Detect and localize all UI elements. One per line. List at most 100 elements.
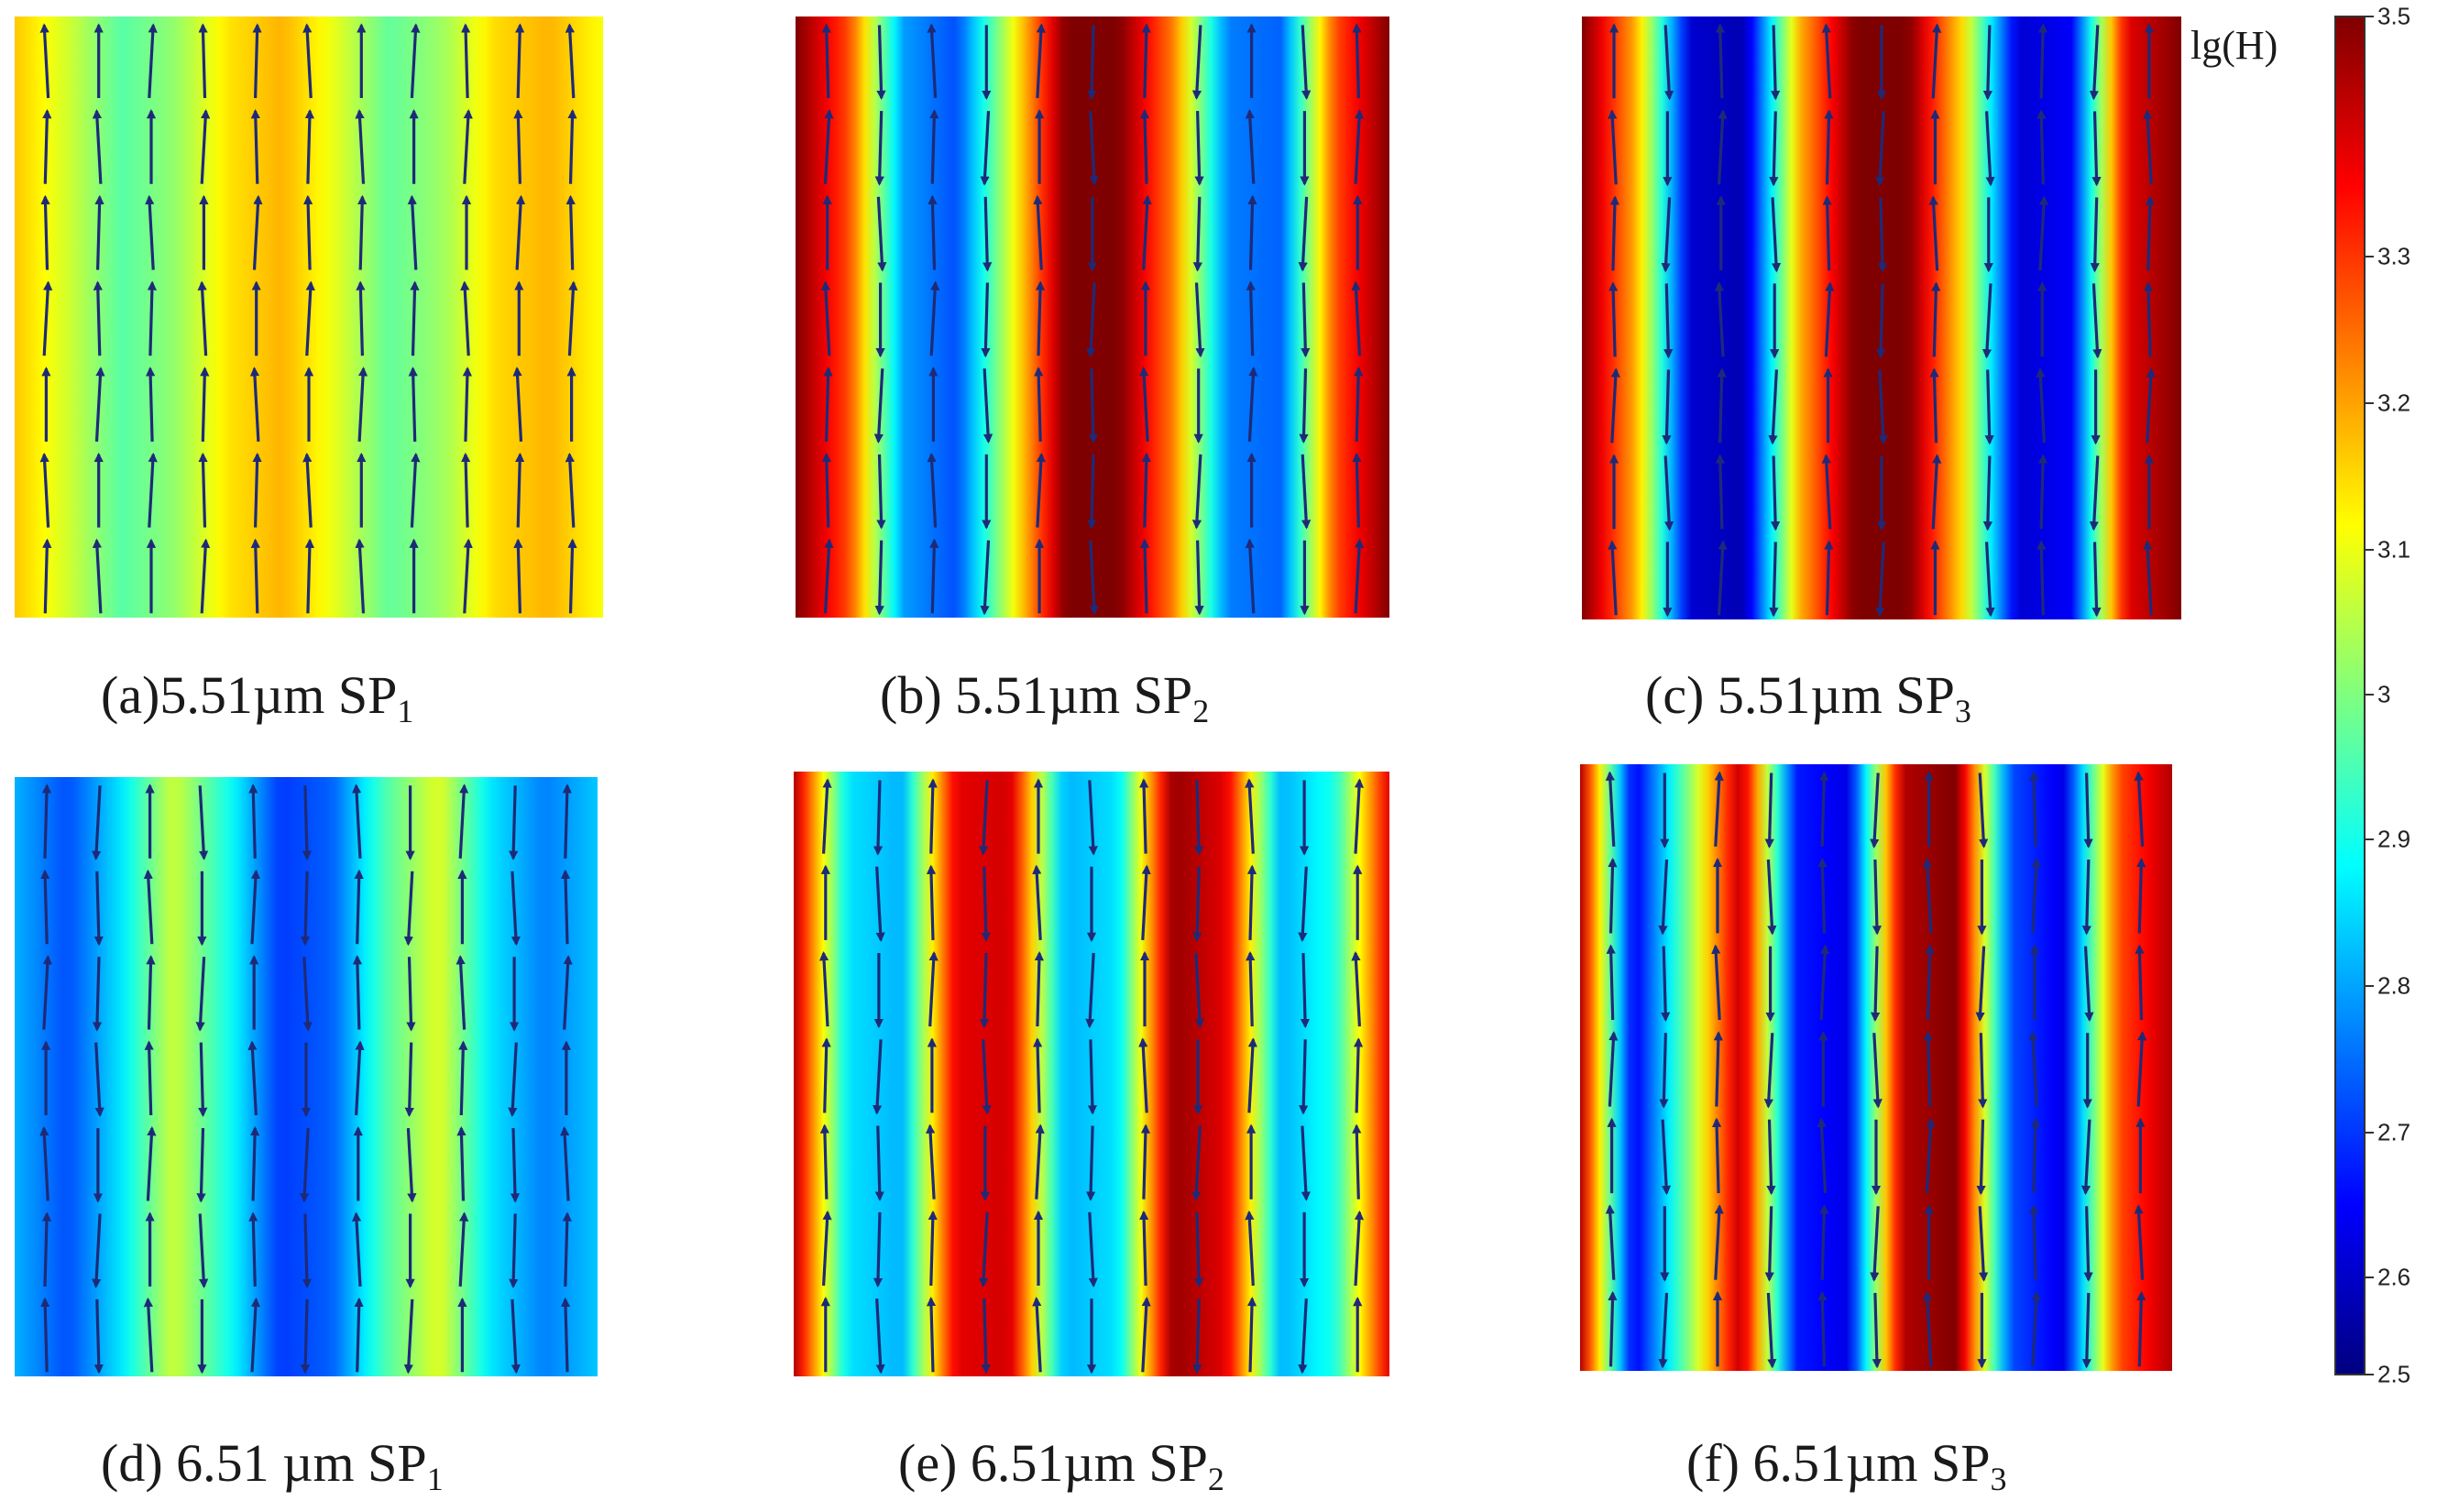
field-arrow — [252, 194, 263, 270]
field-arrows-f — [1605, 771, 2147, 1369]
field-arrow — [2146, 367, 2156, 444]
field-arrow — [1985, 542, 1995, 618]
field-arrow — [873, 780, 884, 856]
field-arrow — [1193, 780, 1204, 856]
field-arrow — [463, 109, 473, 184]
field-arrow — [404, 1042, 414, 1118]
field-arrow — [248, 783, 258, 859]
field-arrow — [1870, 772, 1880, 849]
field-arrow — [823, 538, 834, 614]
field-arrow — [1138, 1037, 1148, 1113]
field-arrow — [250, 869, 261, 945]
field-arrow — [93, 1298, 104, 1375]
field-arrow — [876, 454, 886, 530]
field-arrow — [1663, 25, 1674, 101]
field-arrow — [197, 280, 208, 356]
field-arrow — [1608, 1290, 1618, 1367]
field-arrow — [357, 367, 368, 442]
field-arrow — [513, 109, 523, 184]
field-arrow — [1354, 109, 1365, 184]
field-arrow — [357, 194, 368, 270]
field-arrow — [1139, 778, 1149, 854]
field-arrow — [1824, 540, 1834, 616]
field-arrow — [1931, 281, 1941, 357]
field-arrow — [1608, 1031, 1619, 1107]
field-arrow — [458, 1040, 468, 1116]
field-arrow — [1301, 282, 1311, 358]
colorbar-tick-label: 2.9 — [2377, 825, 2411, 853]
field-arrow — [929, 280, 940, 356]
field-arrow — [249, 1126, 260, 1201]
colorbar-tick-label: 2.8 — [2377, 971, 2411, 1000]
field-arrow — [1976, 1119, 1986, 1196]
field-arrow — [820, 280, 831, 356]
field-arrow — [2136, 1031, 2147, 1107]
field-arrow — [560, 1297, 571, 1373]
field-arrow — [250, 1297, 261, 1373]
field-arrow — [1770, 455, 1781, 531]
field-arrow — [1929, 367, 1939, 444]
colorbar-tick-label: 3.1 — [2377, 535, 2411, 564]
field-arrow — [42, 955, 52, 1030]
field-arrow — [1766, 1119, 1776, 1196]
field-arrow — [1352, 1123, 1362, 1200]
field-arrow — [94, 367, 105, 442]
field-arrow — [143, 1297, 154, 1373]
field-arrow — [1247, 194, 1257, 270]
field-arrow — [42, 280, 53, 356]
field-arrow — [567, 280, 578, 356]
field-arrow — [1610, 367, 1620, 444]
caption-panel-c: (c) 5.51µm SP3 — [1645, 665, 1971, 729]
field-arrow — [1089, 540, 1099, 616]
field-arrow — [1086, 282, 1096, 358]
field-arrow — [1817, 1117, 1828, 1194]
field-arrow — [2080, 1119, 2091, 1196]
field-arrow — [876, 25, 886, 101]
field-arrow — [562, 783, 572, 859]
field-arrow — [1821, 23, 1832, 99]
field-arrow — [247, 1040, 258, 1116]
field-arrow — [252, 23, 262, 99]
field-arrow — [1982, 25, 1993, 101]
colorbar-tick-label: 3.2 — [2377, 389, 2411, 417]
field-arrow — [1301, 1125, 1311, 1201]
field-arrow — [1035, 280, 1046, 356]
field-arrow — [1925, 944, 1935, 1021]
field-arrow — [926, 1297, 937, 1373]
field-arrow — [250, 109, 260, 184]
field-arrow — [200, 367, 210, 442]
field-arrow — [1661, 197, 1672, 273]
field-arrow — [873, 1211, 884, 1288]
field-arrow — [1766, 859, 1777, 936]
field-arrow — [1606, 944, 1616, 1021]
field-arrow — [1824, 109, 1834, 185]
field-arrow — [1245, 538, 1256, 614]
field-arrow — [1978, 1206, 1989, 1282]
colorbar-tick-label: 3.3 — [2377, 242, 2411, 270]
field-arrow — [981, 1298, 991, 1375]
field-arrow — [821, 452, 831, 528]
field-arrow — [403, 1298, 414, 1375]
field-arrow — [1192, 196, 1202, 272]
field-arrow — [981, 866, 991, 942]
field-arrow — [146, 367, 156, 442]
field-arrow — [198, 1042, 208, 1118]
field-arrow — [200, 109, 211, 184]
field-arrow — [512, 367, 523, 442]
field-arrow — [2028, 1031, 2038, 1107]
field-arrow — [302, 1213, 312, 1288]
field-arrow — [1713, 1031, 1723, 1107]
field-arrow — [819, 1123, 830, 1200]
field-arrow — [1931, 454, 1942, 530]
field-arrow — [462, 367, 472, 442]
field-arrow — [1605, 771, 1616, 847]
field-arrow — [1658, 1292, 1669, 1369]
field-arrow — [250, 538, 260, 614]
field-arrow — [1353, 1037, 1364, 1113]
field-arrow — [1033, 1037, 1043, 1113]
field-arrow — [408, 367, 418, 442]
field-arrow — [1191, 25, 1202, 101]
field-arrow — [1089, 111, 1099, 186]
field-arrow — [2144, 281, 2154, 357]
field-arrow — [875, 1298, 885, 1375]
